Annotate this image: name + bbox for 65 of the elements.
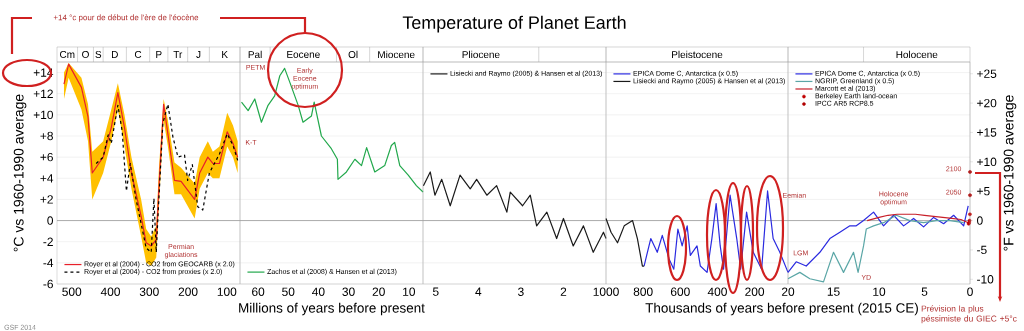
- x-tick-label: 50: [282, 287, 295, 296]
- y-tick-label: -4: [43, 258, 54, 267]
- text: C: [134, 50, 142, 58]
- x-tick-label: 500: [62, 287, 82, 296]
- text: Pal: [248, 50, 262, 59]
- text: Pleistocene: [672, 50, 723, 59]
- x-tick-label: 40: [312, 287, 325, 296]
- text: Ol: [348, 50, 358, 59]
- text: 0: [977, 216, 983, 225]
- x-tick-label: 100: [217, 287, 237, 296]
- x-tick-label: 200: [745, 287, 765, 296]
- x-tick-label: 10: [403, 287, 416, 296]
- text: Pliocene: [462, 50, 500, 59]
- x-tick-label: 5: [921, 287, 928, 296]
- x-axis-title: Millions of years before present: [239, 302, 425, 316]
- text: O: [82, 50, 89, 58]
- text: Cm: [60, 50, 75, 58]
- y-tick-label: +4: [40, 174, 54, 183]
- text: K: [222, 51, 228, 58]
- text: P: [156, 51, 162, 58]
- text: Eocene: [287, 50, 320, 58]
- y-tick-label: +8: [40, 131, 53, 141]
- text: +10: [977, 157, 997, 167]
- y-tick-label: 0: [47, 216, 54, 225]
- x-tick-label: 600: [670, 287, 690, 296]
- text: Prévision la plus péssimiste du GIEC +5°c: [921, 305, 1017, 324]
- x-tick-label: 400: [100, 287, 121, 296]
- y-tick-label: +2: [40, 195, 53, 204]
- text: +20: [977, 98, 997, 108]
- x-tick-label: 20: [372, 287, 385, 296]
- y-tick-label: +10: [33, 110, 54, 120]
- text: D: [111, 51, 118, 58]
- x-tick-label: 0: [967, 287, 973, 296]
- x-tick-label: 30: [342, 287, 355, 296]
- x-tick-label: 800: [633, 287, 653, 296]
- x-tick-label: 2: [560, 287, 567, 296]
- text: J: [196, 50, 201, 58]
- y-axis-title: °C vs 1960-1990 average: [13, 94, 27, 252]
- text: Tr: [173, 51, 183, 58]
- x-tick-label: 5: [432, 287, 439, 296]
- text: -5: [977, 245, 987, 255]
- y-tick-label: -6: [43, 279, 53, 289]
- x-tick-label: 4: [475, 287, 482, 296]
- x-tick-label: 1000: [593, 287, 619, 296]
- x-tick-label: 200: [178, 287, 198, 296]
- y2-axis-title: °F vs 1960-1990 average: [1003, 95, 1017, 251]
- text: Holocene: [896, 50, 938, 59]
- x-tick-label: 60: [252, 287, 265, 296]
- x-tick-label: 400: [707, 287, 727, 296]
- chart-title: Temperature of Planet Earth: [402, 15, 626, 33]
- y-tick-label: +12: [33, 89, 53, 98]
- x-axis-title: Thousands of years before present (2015 CE): [645, 302, 918, 316]
- text: -10: [977, 275, 994, 284]
- x-tick-label: 20: [781, 287, 795, 296]
- x-tick-label: 3: [518, 287, 524, 296]
- y-tick-label: -2: [43, 237, 53, 246]
- text: +5: [977, 187, 990, 196]
- x-tick-label: 300: [139, 287, 159, 296]
- text: Miocene: [378, 50, 415, 59]
- text: S: [95, 50, 102, 58]
- text: +25: [977, 69, 997, 78]
- y-tick-label: +6: [40, 152, 53, 162]
- x-tick-label: 10: [873, 287, 886, 296]
- text: +15: [977, 128, 997, 137]
- x-tick-label: 15: [827, 287, 840, 296]
